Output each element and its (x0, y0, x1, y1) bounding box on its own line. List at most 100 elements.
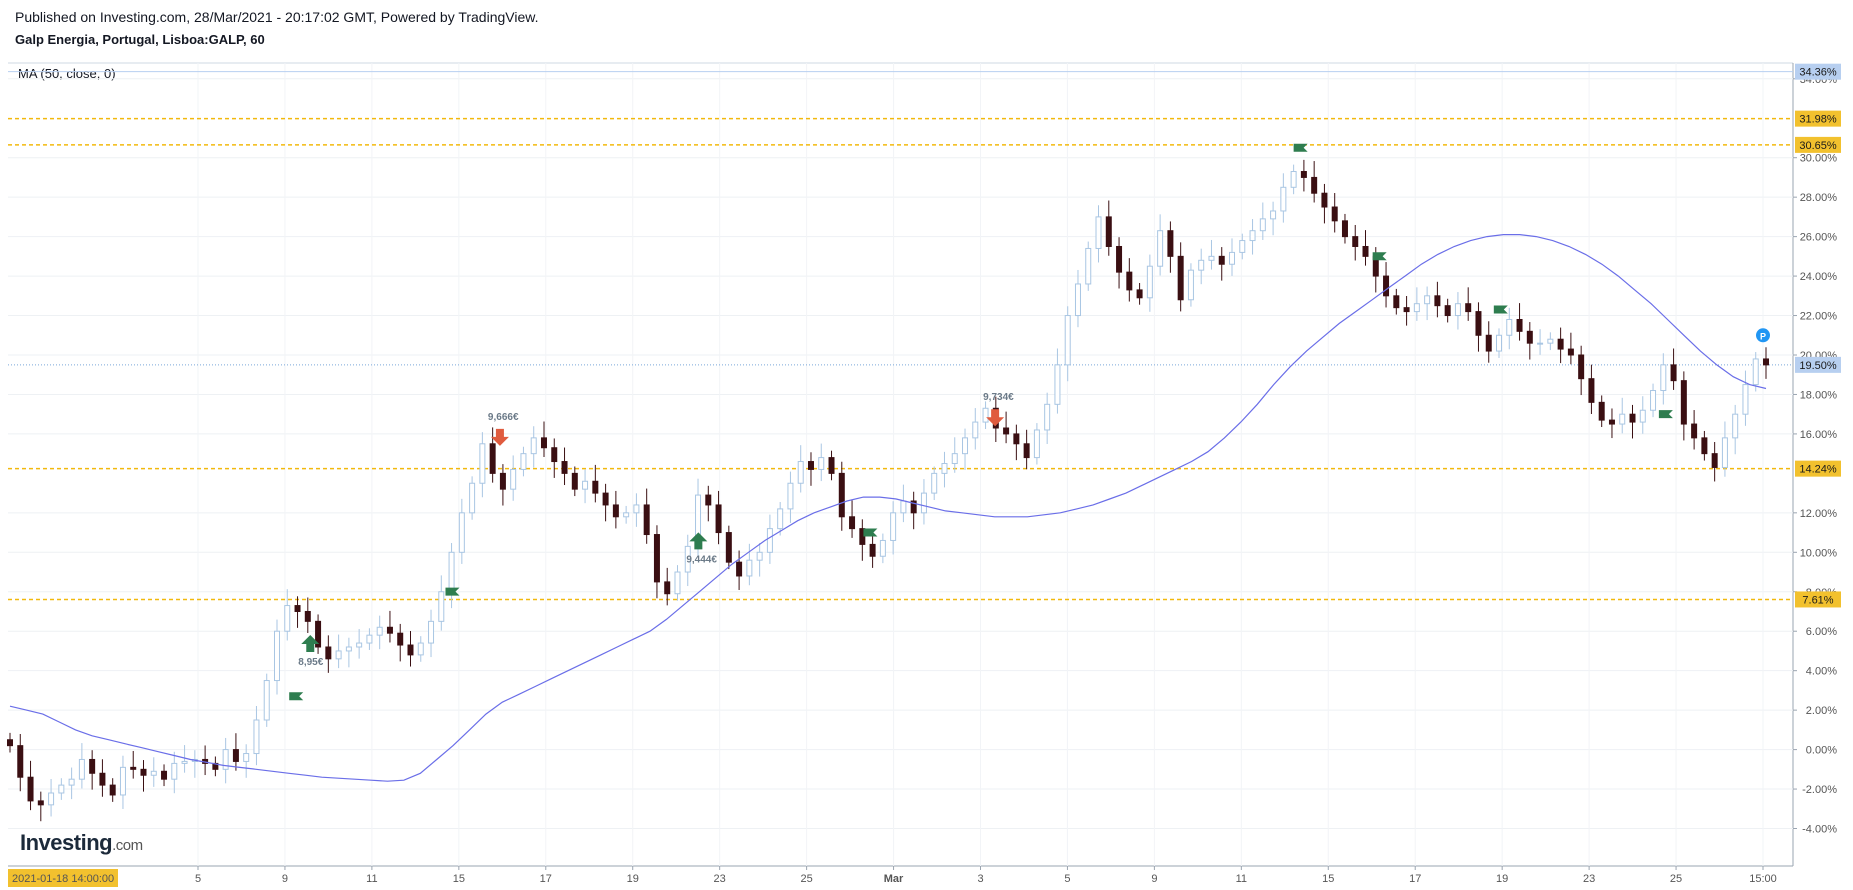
candle-body (674, 571, 681, 595)
candle-body (1424, 295, 1431, 305)
candle-body (335, 650, 342, 660)
candle-body (1670, 364, 1677, 382)
candle-body (171, 762, 178, 780)
candle-body (561, 461, 568, 474)
candle-body (920, 492, 927, 514)
logo-suffix: .com (112, 837, 143, 854)
candle-body (1660, 364, 1667, 392)
candle-body (1691, 423, 1698, 439)
candle-body (1341, 220, 1348, 238)
candle-body (1187, 269, 1194, 301)
y-tick-label: -2.00% (1802, 784, 1837, 796)
level-label: 31.98% (1799, 114, 1837, 126)
x-tick-label: 19 (1496, 873, 1508, 885)
candle-body (356, 642, 363, 648)
candle-body (838, 472, 845, 518)
candle-body (1105, 216, 1112, 247)
candle-body (602, 492, 609, 506)
x-tick-label: 5 (1064, 873, 1070, 885)
candle-body (417, 642, 424, 656)
y-tick-label: 28.00% (1800, 192, 1838, 204)
candle-body (746, 559, 753, 577)
candle-body (962, 437, 969, 455)
annotation-label: 9,734€ (983, 392, 1014, 403)
candle-body (1413, 303, 1420, 313)
candle-body (325, 646, 332, 660)
flag-icon (289, 692, 304, 703)
candle-body (1434, 295, 1441, 307)
candle-body (1526, 330, 1533, 344)
candle-body (1496, 334, 1503, 352)
level-label-bg (1795, 110, 1841, 127)
investing-logo: Investing.com (20, 830, 143, 856)
candle-body (37, 800, 44, 806)
candle-body (7, 739, 13, 747)
candle-body (140, 768, 147, 776)
candle-body (1126, 271, 1133, 291)
candle-body (910, 500, 917, 514)
candle-body (1454, 303, 1461, 317)
candle-body (130, 766, 137, 770)
candle-body (1064, 315, 1071, 366)
candle-body (1465, 303, 1472, 313)
candle-body (1537, 342, 1544, 345)
y-tick-label: 0.00% (1806, 745, 1837, 757)
candle-body (1619, 413, 1626, 425)
candle-body (499, 472, 506, 490)
candle-body (1177, 255, 1184, 301)
candle-body (1146, 265, 1153, 299)
published-line: Published on Investing.com, 28/Mar/2021 … (15, 9, 539, 25)
candle-body (879, 539, 886, 557)
candle-body (243, 753, 250, 762)
candle-body (1136, 289, 1143, 299)
candle-body (931, 472, 938, 494)
y-tick-label: 30.00% (1800, 153, 1838, 165)
candle-body (48, 792, 55, 806)
level-label: 7.61% (1802, 594, 1833, 606)
candle-body (1547, 338, 1554, 344)
candle-body (982, 407, 989, 423)
candle-body (582, 480, 589, 490)
x-tick-label: 17 (1409, 873, 1421, 885)
candle-body (68, 778, 75, 786)
candle-body (571, 472, 578, 490)
candle-body (941, 463, 948, 474)
candle-body (1239, 240, 1246, 253)
candle-body (1639, 409, 1646, 423)
logo-main: Investing (20, 830, 113, 855)
arrow-up-icon (689, 532, 708, 550)
arrow-down-icon (986, 409, 1005, 427)
current-price-label: 19.50% (1799, 360, 1837, 372)
symbol-title: Galp Energia, Portugal, Lisboa:GALP, 60 (15, 32, 265, 47)
candle-body (1157, 230, 1164, 267)
candle-body (869, 543, 876, 557)
candle-body (1393, 295, 1400, 309)
candle-body (1085, 247, 1092, 285)
candle-body (972, 421, 979, 439)
candle-body (232, 749, 239, 762)
x-tick-label: 23 (1583, 873, 1595, 885)
top-label: 34.36% (1799, 67, 1837, 79)
candle-body (304, 610, 311, 622)
candle-body (1516, 318, 1523, 332)
level-label: 14.24% (1799, 464, 1837, 476)
candle-body (1742, 384, 1749, 415)
flag-icon (1493, 305, 1508, 316)
level-label: 30.65% (1799, 140, 1837, 152)
candle-body (1218, 255, 1225, 265)
annotation-label: 9,444€ (686, 554, 717, 565)
candle-body (1116, 245, 1123, 273)
y-tick-label: 6.00% (1806, 626, 1837, 638)
candle-body (777, 508, 784, 530)
candle-body (78, 758, 85, 780)
candle-body (510, 468, 517, 490)
x-start-label: 2021-01-18 14:00:00 (12, 873, 114, 885)
candle-body (366, 634, 373, 644)
candle-body (150, 770, 157, 776)
x-tick-label: 17 (540, 873, 552, 885)
x-tick-label: 25 (1670, 873, 1682, 885)
ma-legend: MA (50, close, 0) (18, 66, 116, 81)
candle-body (1280, 186, 1287, 212)
candle-body (1763, 358, 1769, 366)
